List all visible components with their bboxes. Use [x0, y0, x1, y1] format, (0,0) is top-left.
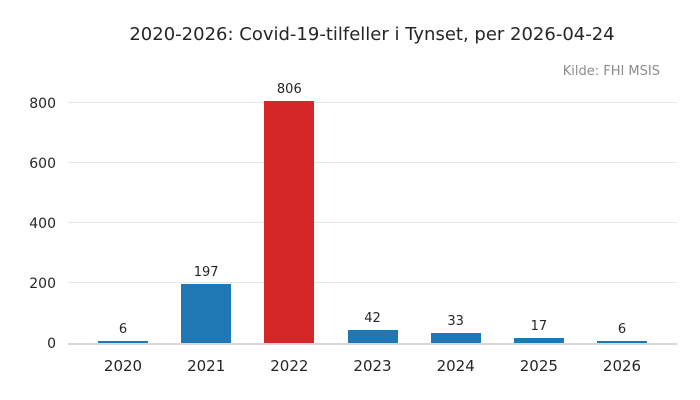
gridline-y-400	[68, 222, 677, 223]
bar-2021	[181, 283, 232, 343]
value-label-2020: 6	[118, 322, 128, 338]
gridline-y-200	[68, 282, 677, 283]
x-tick-label-2022: 2022	[270, 357, 309, 375]
x-tick-label-2020: 2020	[103, 357, 143, 375]
y-tick-label-0: 0	[47, 336, 56, 352]
value-label-2024: 33	[447, 314, 464, 330]
value-label-2021: 197	[193, 264, 219, 280]
value-label-2025: 17	[530, 318, 548, 334]
x-tick-label-2024: 2024	[436, 357, 475, 375]
value-label-2026: 6	[617, 322, 627, 338]
bar-2025	[513, 337, 564, 343]
chart-title: 2020-2026: Covid-19-tilfeller i Tynset, …	[129, 24, 615, 45]
gridline-y-600	[68, 162, 677, 163]
bar-2022	[264, 101, 315, 343]
y-tick-label-600: 600	[29, 156, 56, 172]
y-tick-label-400: 400	[29, 216, 56, 232]
x-tick-label-2026: 2026	[602, 357, 642, 375]
y-tick-label-800: 800	[29, 96, 56, 112]
bar-2024	[430, 333, 481, 343]
plot-area: 6 197 806 42 33 17 6	[68, 82, 677, 345]
gridline-y-800	[68, 102, 677, 103]
y-tick-label-200: 200	[29, 276, 56, 292]
bar-2023	[347, 330, 398, 343]
value-label-2023: 42	[364, 311, 381, 327]
bar-2020	[98, 341, 148, 343]
source-note: Kilde: FHI MSIS	[562, 64, 660, 79]
x-axis-line	[68, 343, 677, 345]
x-tick-label-2021: 2021	[187, 357, 226, 375]
value-label-2022: 806	[276, 82, 302, 98]
x-tick-label-2023: 2023	[353, 357, 392, 375]
x-tick-label-2025: 2025	[519, 357, 558, 375]
bar-2026	[597, 341, 648, 343]
